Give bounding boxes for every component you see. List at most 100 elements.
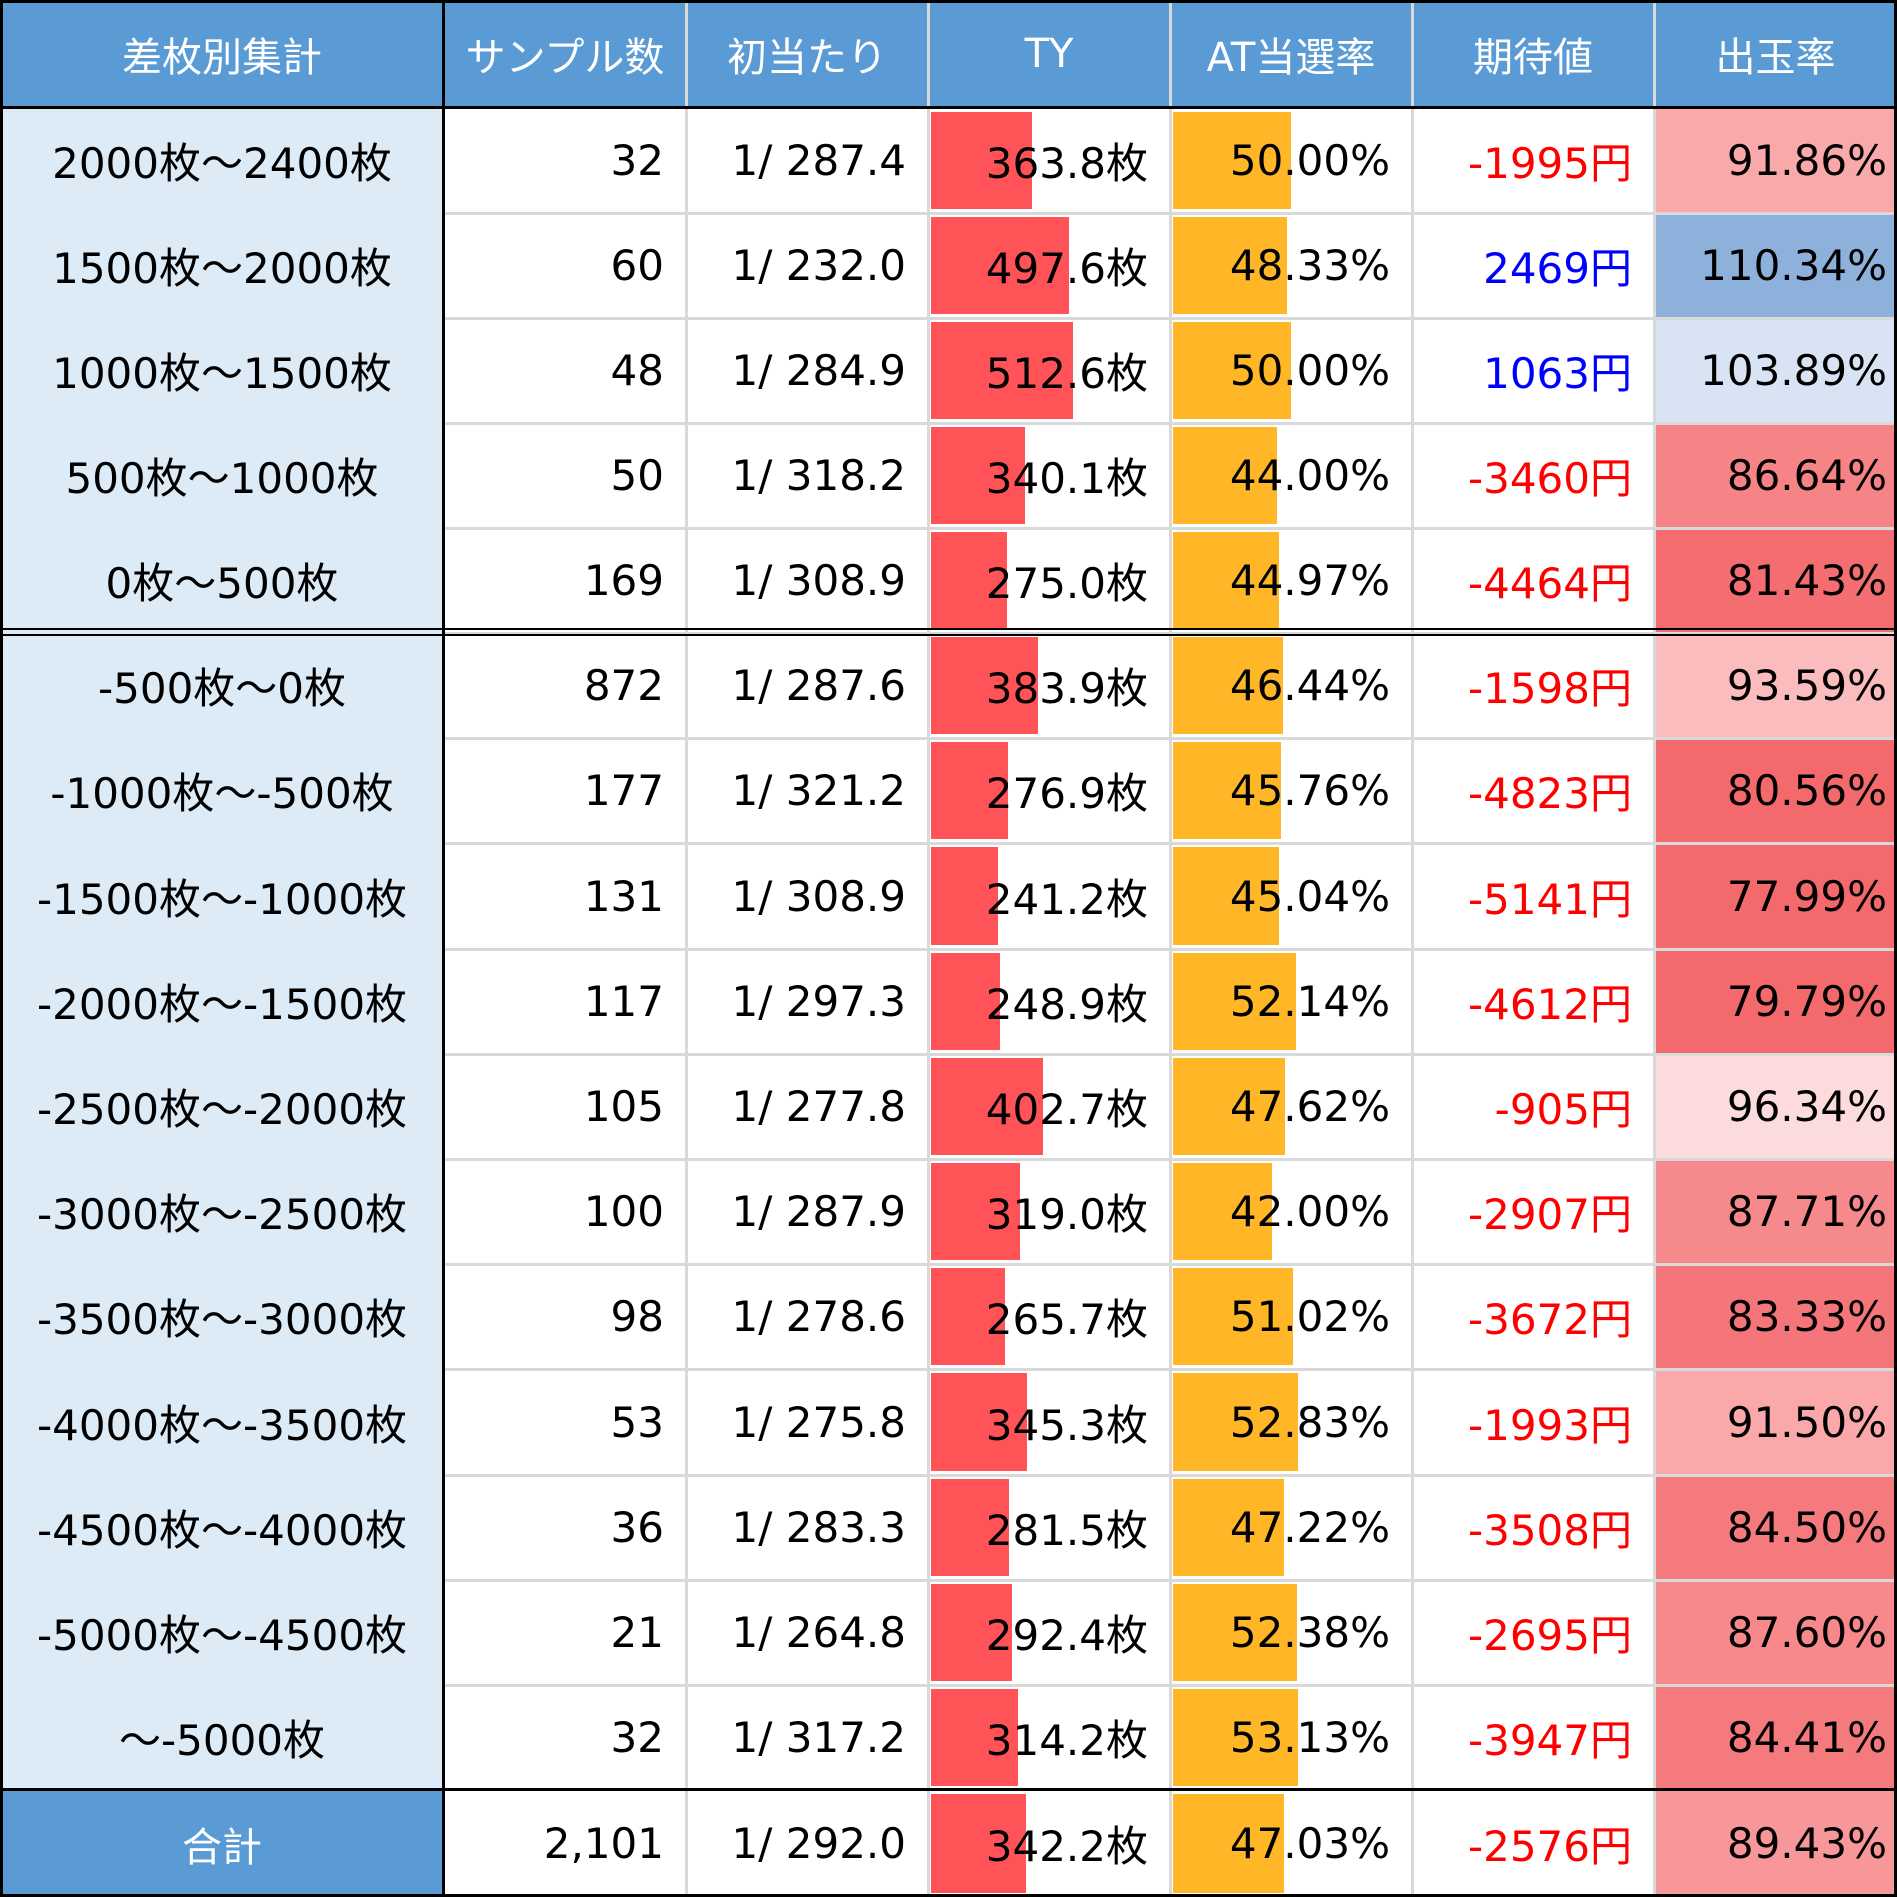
ty-value: 363.8枚: [985, 139, 1148, 188]
column-header: 期待値: [1412, 0, 1654, 108]
at-rate-value: 52.14%: [1229, 977, 1390, 1026]
at-rate-cell: 52.14%: [1170, 949, 1412, 1054]
expected-value: -3460円: [1467, 454, 1632, 503]
ty-bar: [931, 322, 1074, 419]
column-header-label: AT当選率: [1206, 35, 1376, 81]
range-label: 500枚～1000枚: [65, 454, 379, 503]
range-label: 2000枚～2400枚: [52, 139, 392, 188]
sample-count-cell: 50: [444, 423, 686, 528]
range-label: -3500枚～-3000枚: [36, 1295, 408, 1344]
ty-bar: [931, 217, 1070, 314]
payout-cell: 84.41%: [1654, 1685, 1897, 1790]
column-header: 差枚別集計: [0, 0, 444, 108]
first-hit-value: 1/ 277.8: [731, 1082, 906, 1131]
sample-count: 105: [583, 1082, 664, 1131]
range-label-cell: -2000枚～-1500枚: [0, 949, 444, 1054]
at-rate-bar: [1173, 1058, 1286, 1155]
first-hit-value: 1/ 287.9: [731, 1187, 906, 1236]
at-rate-bar: [1173, 112, 1291, 209]
range-label-cell: -4000枚～-3500枚: [0, 1369, 444, 1475]
range-label: -3000枚～-2500枚: [36, 1190, 408, 1239]
sample-count-cell: 117: [444, 949, 686, 1054]
range-label-cell: -2500枚～-2000枚: [0, 1054, 444, 1159]
first-hit-cell: 1/ 284.9: [686, 318, 928, 423]
payout-cell: 80.56%: [1654, 738, 1897, 843]
range-label-cell: -4500枚～-4000枚: [0, 1475, 444, 1580]
column-header: AT当選率: [1170, 0, 1412, 108]
expected-value-cell: -4464円: [1412, 528, 1654, 633]
range-label-cell: 500枚～1000枚: [0, 423, 444, 528]
range-label-cell: -3000枚～-2500枚: [0, 1159, 444, 1264]
at-rate-cell: 42.00%: [1170, 1159, 1412, 1264]
range-label: 1000枚～1500枚: [52, 349, 392, 398]
at-rate-cell: 46.44%: [1170, 633, 1412, 738]
at-rate-value: 53.13%: [1229, 1713, 1390, 1762]
sample-count: 169: [583, 556, 664, 605]
ty-bar: [931, 112, 1032, 209]
expected-value-cell: -4612円: [1412, 949, 1654, 1054]
sample-count-cell: 872: [444, 633, 686, 738]
grid-line: [0, 634, 1897, 636]
payout-value: 86.64%: [1726, 451, 1887, 500]
column-header-label: 差枚別集計: [122, 35, 322, 81]
at-rate-value: 50.00%: [1229, 346, 1390, 395]
ty-bar: [931, 742, 1008, 839]
first-hit-value: 1/ 232.0: [731, 241, 906, 290]
ty-cell: 241.2枚: [928, 843, 1170, 949]
ty-cell: 281.5枚: [928, 1475, 1170, 1580]
payout-value: 81.43%: [1726, 556, 1887, 605]
payout-value: 91.86%: [1726, 136, 1887, 185]
at-rate-bar: [1173, 1268, 1294, 1365]
at-rate-value: 51.02%: [1229, 1292, 1390, 1341]
ty-cell: 345.3枚: [928, 1369, 1170, 1475]
range-label: -1000枚～-500枚: [50, 769, 394, 818]
column-header-label: 出玉率: [1715, 35, 1836, 81]
ty-bar: [931, 1373, 1027, 1471]
sample-count-cell: 32: [444, 108, 686, 213]
at-rate-bar: [1173, 847, 1280, 945]
expected-value-cell: -5141円: [1412, 843, 1654, 949]
total-label-cell: 合計: [0, 1790, 444, 1897]
at-rate-cell: 52.83%: [1170, 1369, 1412, 1475]
range-label-cell: -3500枚～-3000枚: [0, 1264, 444, 1369]
first-hit-value: 1/ 297.3: [731, 977, 906, 1026]
range-label-cell: 1500枚～2000枚: [0, 213, 444, 318]
sample-count: 98: [610, 1292, 664, 1341]
at-rate-cell: 44.00%: [1170, 423, 1412, 528]
first-hit-cell: 1/ 292.0: [686, 1790, 928, 1897]
at-rate-value: 44.97%: [1229, 556, 1390, 605]
ty-value: 314.2枚: [985, 1716, 1148, 1765]
range-label-cell: -1500枚～-1000枚: [0, 843, 444, 949]
column-header: 初当たり: [686, 0, 928, 108]
sample-count: 50: [610, 451, 664, 500]
first-hit-cell: 1/ 297.3: [686, 949, 928, 1054]
range-label-cell: 1000枚～1500枚: [0, 318, 444, 423]
ty-cell: 383.9枚: [928, 633, 1170, 738]
range-label: -2500枚～-2000枚: [36, 1085, 408, 1134]
at-rate-value: 44.00%: [1229, 451, 1390, 500]
expected-value: 2469円: [1483, 244, 1632, 293]
ty-value: 292.4枚: [985, 1611, 1148, 1660]
payout-value: 110.34%: [1700, 241, 1887, 290]
first-hit-value: 1/ 308.9: [731, 871, 906, 921]
at-rate-cell: 48.33%: [1170, 213, 1412, 318]
at-rate-value: 47.03%: [1229, 1819, 1390, 1868]
ty-bar: [931, 847, 998, 945]
first-hit-cell: 1/ 232.0: [686, 213, 928, 318]
sample-count: 131: [583, 871, 664, 921]
range-label-cell: -1000枚～-500枚: [0, 738, 444, 843]
first-hit-value: 1/ 317.2: [731, 1713, 906, 1762]
column-header: TY: [928, 0, 1170, 108]
expected-value: -1995円: [1467, 139, 1632, 188]
ty-value: 512.6枚: [985, 349, 1148, 398]
payout-cell: 103.89%: [1654, 318, 1897, 423]
ty-bar: [931, 1689, 1019, 1786]
at-rate-bar: [1173, 427, 1277, 524]
payout-value: 89.43%: [1726, 1819, 1887, 1868]
payout-value: 84.50%: [1726, 1503, 1887, 1552]
first-hit-cell: 1/ 317.2: [686, 1685, 928, 1790]
first-hit-cell: 1/ 264.8: [686, 1580, 928, 1685]
payout-cell: 96.34%: [1654, 1054, 1897, 1159]
range-label: -4500枚～-4000枚: [36, 1506, 408, 1555]
ty-cell: 276.9枚: [928, 738, 1170, 843]
